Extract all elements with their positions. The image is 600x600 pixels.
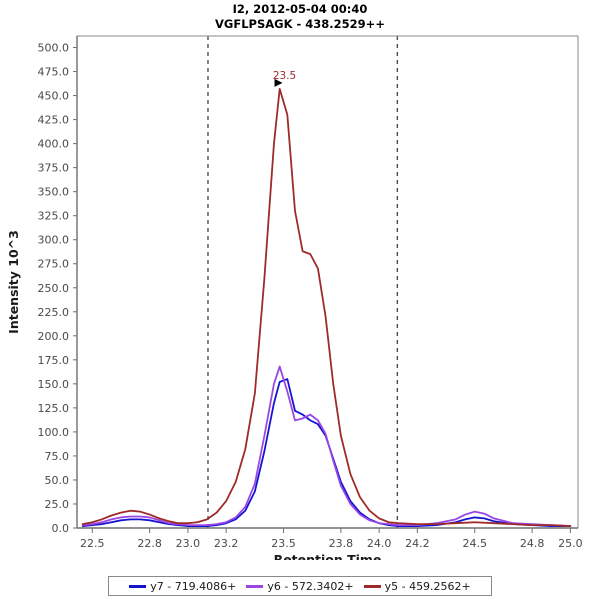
- peak-pointer-triangle: [274, 78, 283, 87]
- y-tick-label: 300.0: [38, 234, 70, 247]
- y-tick-label: 275.0: [38, 258, 70, 271]
- legend-entry[interactable]: y7 - 719.4086+: [124, 580, 241, 593]
- y-tick-label: 75.0: [45, 450, 70, 463]
- y-tick-label: 225.0: [38, 306, 70, 319]
- legend-swatch-y5: [363, 584, 381, 588]
- x-tick-label: 24.8: [520, 537, 545, 550]
- chart-title-line-2: VGFLPSAGK - 438.2529++: [215, 17, 385, 31]
- y-tick-label: 50.0: [45, 474, 70, 487]
- y-tick-label: 350.0: [38, 186, 70, 199]
- data-series-group: [81, 87, 572, 527]
- y-tick-label: 100.0: [38, 426, 70, 439]
- x-tick-label: 23.5: [271, 537, 296, 550]
- peak-annotations: 23.5: [273, 70, 296, 87]
- x-tick-label: 23.0: [176, 537, 201, 550]
- legend-label-y5: y5 - 459.2562+: [384, 579, 471, 593]
- x-tick-label: 25.0: [558, 537, 583, 550]
- y-tick-label: 200.0: [38, 330, 70, 343]
- legend-swatch-y7: [129, 584, 147, 588]
- x-tick-label: 23.8: [329, 537, 354, 550]
- axis-titles: Retention Time Intensity 10^3: [6, 230, 381, 560]
- x-tick-label: 24.0: [367, 537, 392, 550]
- y-tick-label: 175.0: [38, 354, 70, 367]
- y-tick-label: 500.0: [38, 42, 70, 55]
- plot-canvas: [77, 36, 578, 528]
- plot-frame: [76, 35, 579, 529]
- x-axis-ticks: 22.5 22.8 23.0 23.2 23.5 23.8 24.0 24.2 24.5 24.8…: [80, 528, 583, 550]
- legend[interactable]: y7 - 719.4086+ y6 - 572.3402+ y5 - 459.2…: [108, 576, 492, 596]
- y-tick-label: 475.0: [38, 66, 70, 79]
- x-tick-label: 22.8: [137, 537, 162, 550]
- plot-area[interactable]: 0.0 25.0 50.0 75.0 100.0 125.0 150.0 175.0 200.0…: [0, 0, 600, 560]
- y-tick-label: 250.0: [38, 282, 70, 295]
- peak-label: 23.5: [273, 70, 296, 82]
- y-tick-label: 400.0: [38, 138, 70, 151]
- y-tick-label: 150.0: [38, 378, 70, 391]
- legend-entry[interactable]: y6 - 572.3402+: [241, 580, 358, 593]
- y-axis-title: Intensity 10^3: [6, 230, 21, 334]
- legend-label-y7: y7 - 719.4086+: [150, 579, 237, 593]
- y-tick-label: 375.0: [38, 162, 70, 175]
- chart-title-line-1: I2, 2012-05-04 00:40: [232, 2, 368, 16]
- y-axis-ticks: 0.0 25.0 50.0 75.0 100.0 125.0 150.0 175.0 200.0…: [38, 42, 77, 535]
- x-tick-label: 24.2: [405, 537, 430, 550]
- y-tick-label: 450.0: [38, 90, 70, 103]
- series-line[interactable]: [81, 378, 572, 527]
- legend-label-y6: y6 - 572.3402+: [267, 579, 354, 593]
- y-tick-label: 425.0: [38, 114, 70, 127]
- y-tick-label: 325.0: [38, 210, 70, 223]
- y-tick-label: 25.0: [45, 498, 70, 511]
- series-line[interactable]: [81, 365, 572, 527]
- legend-swatch-y6: [246, 584, 264, 588]
- plot-background: [77, 36, 578, 528]
- y-tick-label: 0.0: [52, 522, 70, 535]
- series-line[interactable]: [81, 87, 572, 527]
- x-tick-label: 23.2: [214, 537, 239, 550]
- x-tick-label: 22.5: [80, 537, 105, 550]
- chart-title-block: I2, 2012-05-04 00:40 VGFLPSAGK - 438.252…: [0, 2, 600, 32]
- legend-entry[interactable]: y5 - 459.2562+: [359, 580, 476, 593]
- integration-boundary-lines: [207, 36, 398, 528]
- x-axis-title: Retention Time: [274, 552, 382, 560]
- y-tick-label: 125.0: [38, 402, 70, 415]
- x-tick-label: 24.5: [462, 537, 487, 550]
